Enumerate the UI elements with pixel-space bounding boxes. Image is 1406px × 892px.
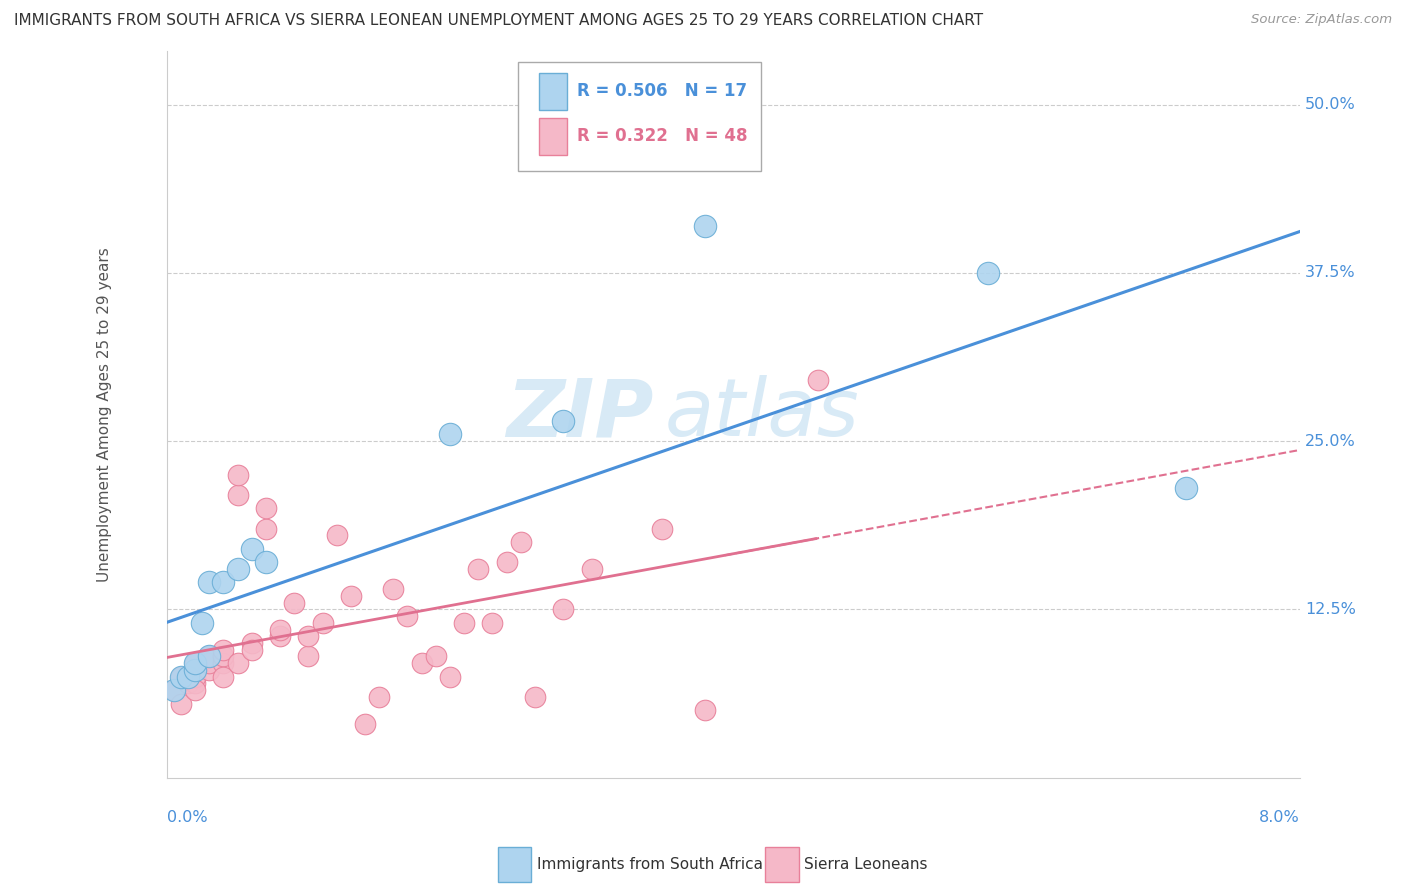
Point — [439, 670, 461, 684]
Point — [170, 670, 193, 684]
Point — [198, 649, 221, 664]
Point — [340, 589, 363, 603]
Point — [163, 683, 186, 698]
Point — [184, 656, 207, 670]
Point — [354, 716, 377, 731]
Point — [191, 615, 214, 630]
Text: IMMIGRANTS FROM SOUTH AFRICA VS SIERRA LEONEAN UNEMPLOYMENT AMONG AGES 25 TO 29 : IMMIGRANTS FROM SOUTH AFRICA VS SIERRA L… — [14, 13, 983, 29]
Point — [240, 541, 263, 556]
Point — [297, 649, 319, 664]
Point — [184, 683, 207, 698]
Point — [297, 629, 319, 643]
Point — [212, 670, 235, 684]
Point — [254, 555, 277, 569]
Point — [177, 670, 200, 684]
Text: ZIP: ZIP — [506, 376, 654, 453]
Point — [453, 615, 475, 630]
Point — [396, 609, 419, 624]
Point — [226, 562, 249, 576]
Text: Source: ZipAtlas.com: Source: ZipAtlas.com — [1251, 13, 1392, 27]
Point — [495, 555, 517, 569]
Text: 12.5%: 12.5% — [1305, 602, 1355, 616]
Point — [184, 670, 207, 684]
Point — [226, 467, 249, 482]
Point — [411, 656, 433, 670]
Point — [651, 522, 673, 536]
Point — [184, 676, 207, 690]
Text: Sierra Leoneans: Sierra Leoneans — [804, 857, 928, 871]
Point — [212, 656, 235, 670]
Point — [553, 602, 575, 616]
Point — [226, 488, 249, 502]
Point — [254, 501, 277, 516]
Point — [425, 649, 447, 664]
Point — [467, 562, 489, 576]
FancyBboxPatch shape — [540, 119, 567, 154]
Point — [163, 683, 186, 698]
Point — [198, 575, 221, 590]
FancyBboxPatch shape — [540, 73, 567, 110]
Text: R = 0.322   N = 48: R = 0.322 N = 48 — [576, 128, 748, 145]
Text: Unemployment Among Ages 25 to 29 years: Unemployment Among Ages 25 to 29 years — [97, 247, 112, 582]
Text: 8.0%: 8.0% — [1258, 810, 1299, 825]
Point — [170, 670, 193, 684]
Text: 25.0%: 25.0% — [1305, 434, 1355, 449]
Point — [240, 642, 263, 657]
Text: atlas: atlas — [665, 376, 860, 453]
Point — [212, 575, 235, 590]
Point — [439, 427, 461, 442]
Point — [212, 642, 235, 657]
Point — [325, 528, 347, 542]
Text: R = 0.506   N = 17: R = 0.506 N = 17 — [576, 82, 747, 101]
Point — [807, 374, 830, 388]
Text: 50.0%: 50.0% — [1305, 97, 1355, 112]
Point — [177, 676, 200, 690]
Point — [368, 690, 391, 704]
Point — [254, 522, 277, 536]
Point — [184, 663, 207, 677]
Point — [198, 656, 221, 670]
Point — [311, 615, 333, 630]
Point — [283, 596, 305, 610]
Point — [198, 649, 221, 664]
Point — [184, 656, 207, 670]
Point — [382, 582, 405, 596]
Point — [481, 615, 503, 630]
Point — [198, 663, 221, 677]
Point — [581, 562, 603, 576]
Point — [269, 629, 291, 643]
Text: 0.0%: 0.0% — [167, 810, 208, 825]
Point — [693, 219, 716, 233]
Point — [226, 656, 249, 670]
Point — [170, 697, 193, 711]
Point — [1175, 481, 1198, 495]
Text: Immigrants from South Africa: Immigrants from South Africa — [537, 857, 763, 871]
Point — [523, 690, 546, 704]
FancyBboxPatch shape — [517, 62, 762, 170]
Point — [977, 266, 1000, 280]
Point — [212, 649, 235, 664]
Point — [509, 535, 531, 549]
Point — [553, 414, 575, 428]
Text: 37.5%: 37.5% — [1305, 265, 1355, 280]
Point — [269, 623, 291, 637]
Point — [693, 703, 716, 717]
Point — [240, 636, 263, 650]
